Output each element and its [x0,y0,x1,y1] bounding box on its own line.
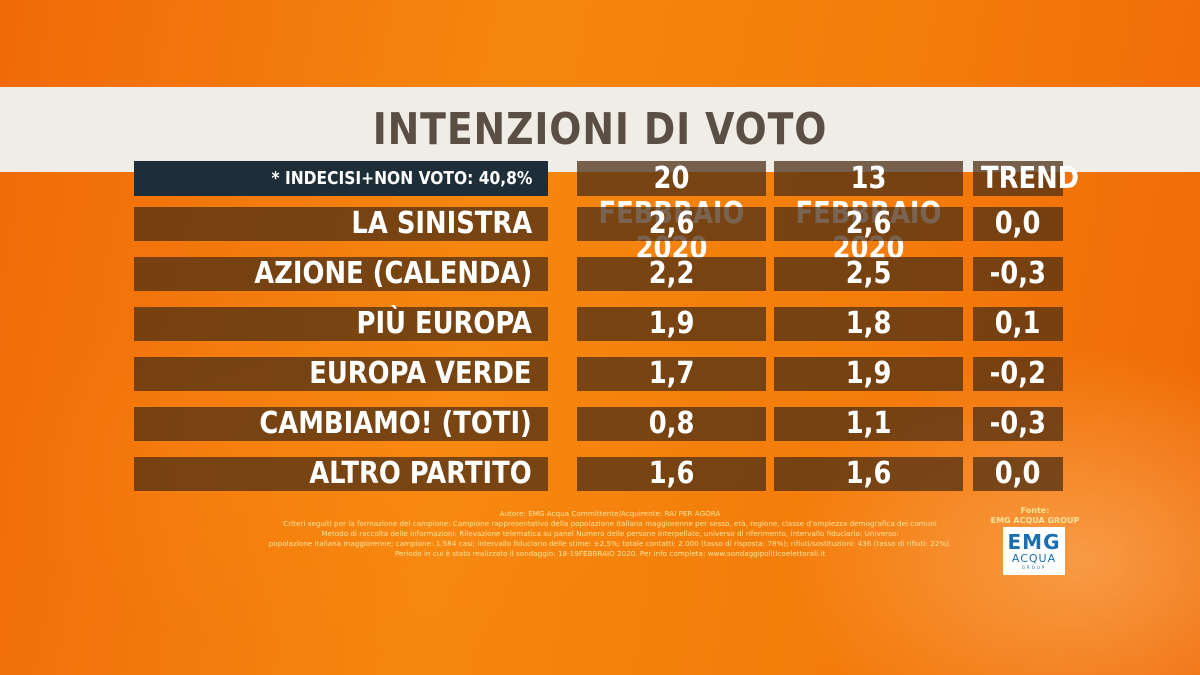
emg-acqua-logo: EMG ACQUA GROUP [1003,527,1065,575]
header-date-2: 13 FEBBRAIO 2020 [774,161,963,266]
party-label: CAMBIAMO! (TOTI) [134,407,548,441]
party-label: ALTRO PARTITO [134,457,548,491]
methodology-footer: Autore: EMG Acqua Committente/Acquirente… [250,509,970,559]
logo-line-1: EMG [1007,530,1061,554]
undecided-note: * INDECISI+NON VOTO: 40,8% [134,161,548,196]
trend-value: 0,0 [973,457,1063,491]
undecided-note-text: * INDECISI+NON VOTO: 40,8% [271,168,532,189]
header-trend: TREND [973,161,1079,196]
footer-line: Periodo in cui è stato realizzato il son… [394,549,826,558]
page-title: INTENZIONI DI VOTO [372,104,828,155]
footer-line: Metodo di raccolta delle informazioni: R… [321,529,899,538]
value-13-feb: 2,5 [774,257,963,291]
logo-line-3: GROUP [1021,565,1047,570]
party-label: PIÙ EUROPA [134,307,548,341]
title-band: INTENZIONI DI VOTO [0,87,1200,172]
value-13-feb: 1,9 [774,357,963,391]
value-20-feb: 1,6 [577,457,766,491]
trend-value: 0,1 [973,307,1063,341]
value-13-feb: 1,8 [774,307,963,341]
footer-line: popolazione italiana maggiorenne; campio… [268,539,952,548]
source-label: Fonte: [1020,506,1050,515]
value-20-feb: 2,6 [577,207,766,241]
footer-line: Autore: EMG Acqua Committente/Acquirente… [499,509,721,518]
source-name: EMG ACQUA GROUP [990,516,1080,525]
trend-value: -0,3 [973,257,1063,291]
logo-line-2: ACQUA [1011,552,1057,565]
value-13-feb: 2,6 [774,207,963,241]
trend-value: -0,3 [973,407,1063,441]
value-13-feb: 1,1 [774,407,963,441]
footer-line: Criteri seguiti per la formazione del ca… [283,519,937,528]
party-label: EUROPA VERDE [134,357,548,391]
value-20-feb: 1,9 [577,307,766,341]
value-13-feb: 1,6 [774,457,963,491]
party-label: LA SINISTRA [134,207,548,241]
header-date-1: 20 FEBBRAIO 2020 [577,161,766,266]
party-label: AZIONE (CALENDA) [134,257,548,291]
source-credit: Fonte: EMG ACQUA GROUP [985,506,1085,526]
trend-value: -0,2 [973,357,1063,391]
value-20-feb: 1,7 [577,357,766,391]
trend-value: 0,0 [973,207,1063,241]
value-20-feb: 0,8 [577,407,766,441]
value-20-feb: 2,2 [577,257,766,291]
